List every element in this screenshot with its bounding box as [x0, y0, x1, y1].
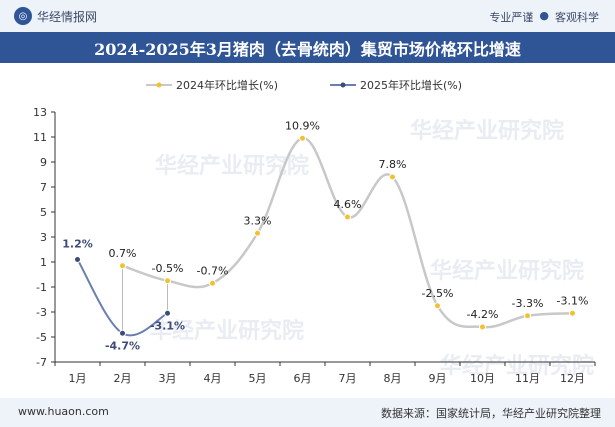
data-label-2024: 7.8% — [379, 158, 407, 171]
series-lines — [74, 134, 576, 337]
footer-url[interactable]: www.huaon.com — [18, 405, 109, 418]
data-label-2024: -4.2% — [467, 308, 499, 321]
series-2024-point — [299, 134, 306, 142]
bullet-icon: ● — [539, 9, 549, 22]
y-tick-label: 5 — [40, 206, 47, 219]
data-label-2024: -0.5% — [152, 262, 184, 275]
series-2024-point — [524, 312, 531, 320]
brand[interactable]: ◎ 华经情报网 — [14, 7, 97, 25]
footer: www.huaon.com 数据来源：国家统计局，华经产业研究院整理 — [0, 398, 615, 427]
watermark-text: 华经产业研究院 — [410, 118, 564, 144]
watermark-text: 华经产业研究院 — [430, 258, 584, 284]
data-label-2025: -4.7% — [105, 339, 140, 352]
x-tick-label: 9月 — [429, 372, 447, 385]
data-label-2024: 3.3% — [244, 214, 272, 227]
series-2024-point — [434, 302, 441, 310]
x-tick-label: 11月 — [515, 372, 540, 385]
tagline-left: 专业严谨 — [489, 11, 534, 24]
data-label-2025: 1.2% — [62, 238, 93, 251]
y-tick-label: -7 — [36, 356, 47, 369]
site-name: 华经情报网 — [37, 9, 98, 24]
x-tick-label: 2月 — [114, 372, 132, 385]
x-tick-label: 5月 — [249, 372, 267, 385]
y-tick-label: -5 — [36, 331, 47, 344]
data-label-2024: -3.1% — [557, 294, 589, 307]
data-label-2024: -3.3% — [512, 297, 544, 310]
legend-label-2025: 2025年环比增长(%) — [360, 78, 462, 92]
chart-title-bar: 2024-2025年3月猪肉（去骨统肉）集贸市场价格环比增速 — [0, 32, 615, 63]
watermark-text: 华经产业研究院 — [155, 153, 309, 179]
chart-title: 2024-2025年3月猪肉（去骨统肉）集贸市场价格环比增速 — [94, 39, 521, 59]
x-tick-label: 8月 — [384, 372, 402, 385]
series-2024-point — [119, 262, 126, 270]
x-tick-label: 3月 — [159, 372, 177, 385]
tagline: 专业严谨 ● 客观科学 — [489, 9, 599, 25]
data-label-2024: -0.7% — [197, 264, 229, 277]
series-2025-point — [119, 329, 126, 337]
series-2025-point — [164, 309, 171, 317]
legend-label-2024: 2024年环比增长(%) — [176, 78, 278, 92]
series-2024-point — [254, 229, 261, 237]
x-tick-label: 6月 — [294, 372, 312, 385]
series-2024-point — [479, 323, 486, 331]
y-tick-label: 9 — [40, 156, 47, 169]
x-tick-label: 4月 — [204, 372, 222, 385]
y-tick-label: 13 — [33, 106, 47, 119]
legend: 2024年环比增长(%) 2025年环比增长(%) — [146, 78, 462, 92]
series-2024-point — [209, 279, 216, 287]
y-tick-label: -3 — [36, 306, 47, 319]
data-label-2024: -2.5% — [422, 287, 454, 300]
top-bar: ◎ 华经情报网 专业严谨 ● 客观科学 — [0, 0, 615, 32]
x-tick-label: 12月 — [560, 372, 585, 385]
legend-marker-2024 — [156, 82, 162, 88]
series-2024-point — [569, 309, 576, 317]
y-tick-label: 7 — [40, 181, 47, 194]
x-tick-label: 10月 — [470, 372, 495, 385]
y-tick-label: 11 — [33, 131, 47, 144]
y-tick-label: 1 — [40, 256, 47, 269]
data-label-2025: -3.1% — [150, 319, 185, 332]
footer-source: 数据来源：国家统计局，华经产业研究院整理 — [381, 407, 601, 420]
y-tick-label: -1 — [36, 281, 47, 294]
x-tick-label: 7月 — [339, 372, 357, 385]
data-labels: 0.7% -0.5% -0.7% 3.3% 10.9% 4.6% 7.8% -2.5% -4.2… — [62, 119, 588, 352]
y-tick-label: 3 — [40, 231, 47, 244]
series-2025-point — [74, 256, 81, 263]
x-tick-label: 1月 — [69, 372, 87, 385]
series-2024-point — [164, 277, 171, 285]
data-label-2024: 4.6% — [334, 198, 362, 211]
watermark-text: 华经产业研究院 — [440, 353, 594, 379]
legend-marker-2025 — [340, 82, 346, 88]
series-2024-point — [389, 173, 396, 181]
data-label-2024: 10.9% — [285, 119, 320, 132]
logo-icon: ◎ — [14, 7, 32, 25]
series-2024-point — [344, 213, 351, 221]
data-label-2024: 0.7% — [109, 247, 137, 260]
watermark-text: 华经产业研究院 — [150, 318, 304, 344]
tagline-right: 客观科学 — [555, 11, 599, 24]
